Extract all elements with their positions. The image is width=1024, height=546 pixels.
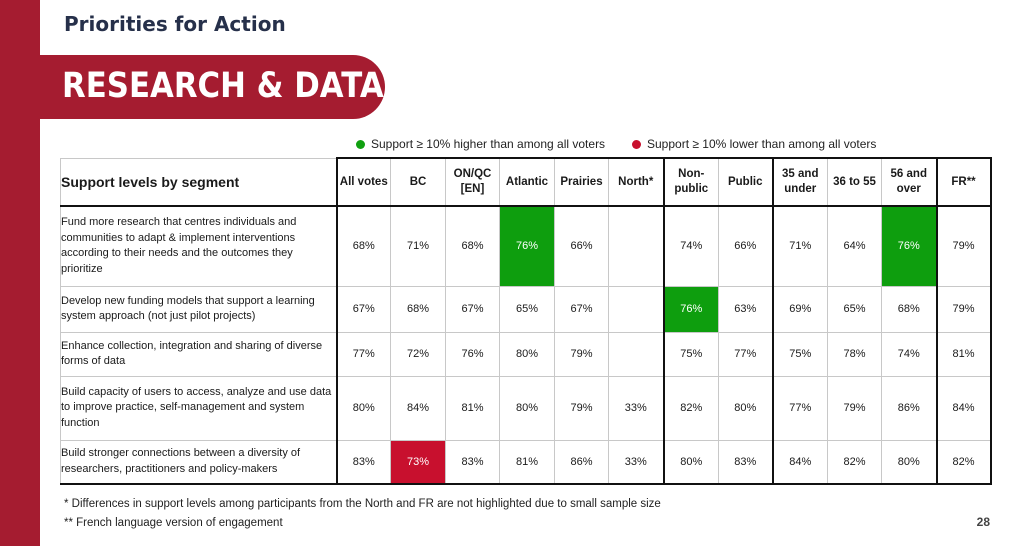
header-row: Support levels by segment All votes BC O… [60, 157, 992, 207]
col-header: 56 and over [881, 157, 938, 207]
value-cell: 80% [881, 439, 938, 485]
value-cell: 67% [445, 285, 500, 333]
red-dot-icon [632, 139, 641, 149]
value-cell: 82% [936, 439, 992, 485]
row-label: Build capacity of users to access, analy… [60, 375, 337, 441]
value-cell: 84% [936, 375, 992, 441]
legend-green-label: Support ≥ 10% higher than among all vote… [371, 137, 606, 151]
value-cell: 83% [335, 439, 391, 485]
value-cell: 33% [608, 375, 665, 441]
value-cell: 71% [390, 205, 446, 287]
value-cell: 80% [499, 331, 555, 377]
footnote-2: ** French language version of engagement [64, 517, 283, 529]
legend-red: Support ≥ 10% lower than among all voter… [632, 137, 876, 151]
value-cell: 68% [881, 285, 938, 333]
value-cell: 82% [663, 375, 719, 441]
col-header: 36 to 55 [827, 157, 882, 207]
page-number: 28 [976, 515, 990, 529]
value-cell: 71% [772, 205, 828, 287]
value-cell: 69% [772, 285, 828, 333]
value-cell: 83% [445, 439, 500, 485]
legend-green: Support ≥ 10% higher than among all vote… [356, 137, 605, 151]
value-cell: 65% [827, 285, 882, 333]
value-cell: 82% [827, 439, 882, 485]
value-cell: 80% [335, 375, 391, 441]
value-cell: 84% [390, 375, 446, 441]
value-cell: 74% [881, 331, 938, 377]
title-banner: RESEARCH & DATA [40, 55, 385, 119]
table-row: Fund more research that centres individu… [60, 205, 992, 287]
value-cell: 86% [554, 439, 609, 485]
col-header: North* [608, 157, 665, 207]
left-accent-bar [0, 0, 40, 546]
highlighted-value-cell: 73% [390, 439, 446, 485]
col-header: Prairies [554, 157, 609, 207]
highlighted-value-cell: 76% [499, 205, 555, 287]
value-cell: 81% [445, 375, 500, 441]
value-cell: 33% [608, 439, 665, 485]
col-header: Atlantic [499, 157, 555, 207]
table-title: Support levels by segment [60, 157, 337, 207]
table-row: Develop new funding models that support … [60, 285, 992, 333]
value-cell: 83% [718, 439, 774, 485]
value-cell: 68% [445, 205, 500, 287]
value-cell: 86% [881, 375, 938, 441]
value-cell: 74% [663, 205, 719, 287]
value-cell: 80% [499, 375, 555, 441]
value-cell: 80% [718, 375, 774, 441]
value-cell: 75% [772, 331, 828, 377]
col-header: FR** [936, 157, 992, 207]
row-label: Fund more research that centres individu… [60, 205, 337, 287]
value-cell: 68% [390, 285, 446, 333]
row-label: Enhance collection, integration and shar… [60, 331, 337, 377]
table-row: Build stronger connections between a div… [60, 439, 992, 485]
value-cell: 79% [554, 375, 609, 441]
value-cell: 78% [827, 331, 882, 377]
row-label: Build stronger connections between a div… [60, 439, 337, 485]
value-cell: 67% [554, 285, 609, 333]
value-cell: 79% [827, 375, 882, 441]
value-cell: 68% [335, 205, 391, 287]
col-header: All votes [335, 157, 391, 207]
value-cell: 77% [335, 331, 391, 377]
col-header: Non-public [663, 157, 719, 207]
col-header: BC [390, 157, 446, 207]
value-cell [608, 205, 665, 287]
col-header: 35 and under [772, 157, 828, 207]
value-cell [608, 285, 665, 333]
col-header: ON/QC [EN] [445, 157, 500, 207]
value-cell: 77% [718, 331, 774, 377]
row-label: Develop new funding models that support … [60, 285, 337, 333]
value-cell: 79% [936, 205, 992, 287]
page-title: RESEARCH & DATA [62, 66, 384, 106]
value-cell: 72% [390, 331, 446, 377]
value-cell: 75% [663, 331, 719, 377]
value-cell: 79% [936, 285, 992, 333]
legend-red-label: Support ≥ 10% lower than among all voter… [647, 137, 877, 151]
table-row: Enhance collection, integration and shar… [60, 331, 992, 377]
value-cell: 63% [718, 285, 774, 333]
value-cell: 76% [445, 331, 500, 377]
section-kicker: Priorities for Action [64, 12, 286, 36]
green-dot-icon [356, 139, 365, 149]
value-cell: 64% [827, 205, 882, 287]
col-header: Public [718, 157, 774, 207]
value-cell: 81% [499, 439, 555, 485]
value-cell: 81% [936, 331, 992, 377]
highlighted-value-cell: 76% [881, 205, 938, 287]
value-cell [608, 331, 665, 377]
table-row: Build capacity of users to access, analy… [60, 375, 992, 441]
value-cell: 65% [499, 285, 555, 333]
value-cell: 80% [663, 439, 719, 485]
value-cell: 67% [335, 285, 391, 333]
value-cell: 79% [554, 331, 609, 377]
value-cell: 77% [772, 375, 828, 441]
value-cell: 66% [718, 205, 774, 287]
value-cell: 84% [772, 439, 828, 485]
support-table: Support levels by segment All votes BC O… [60, 157, 992, 485]
footnote-1: * Differences in support levels among pa… [64, 498, 661, 510]
value-cell: 66% [554, 205, 609, 287]
highlighted-value-cell: 76% [663, 285, 719, 333]
